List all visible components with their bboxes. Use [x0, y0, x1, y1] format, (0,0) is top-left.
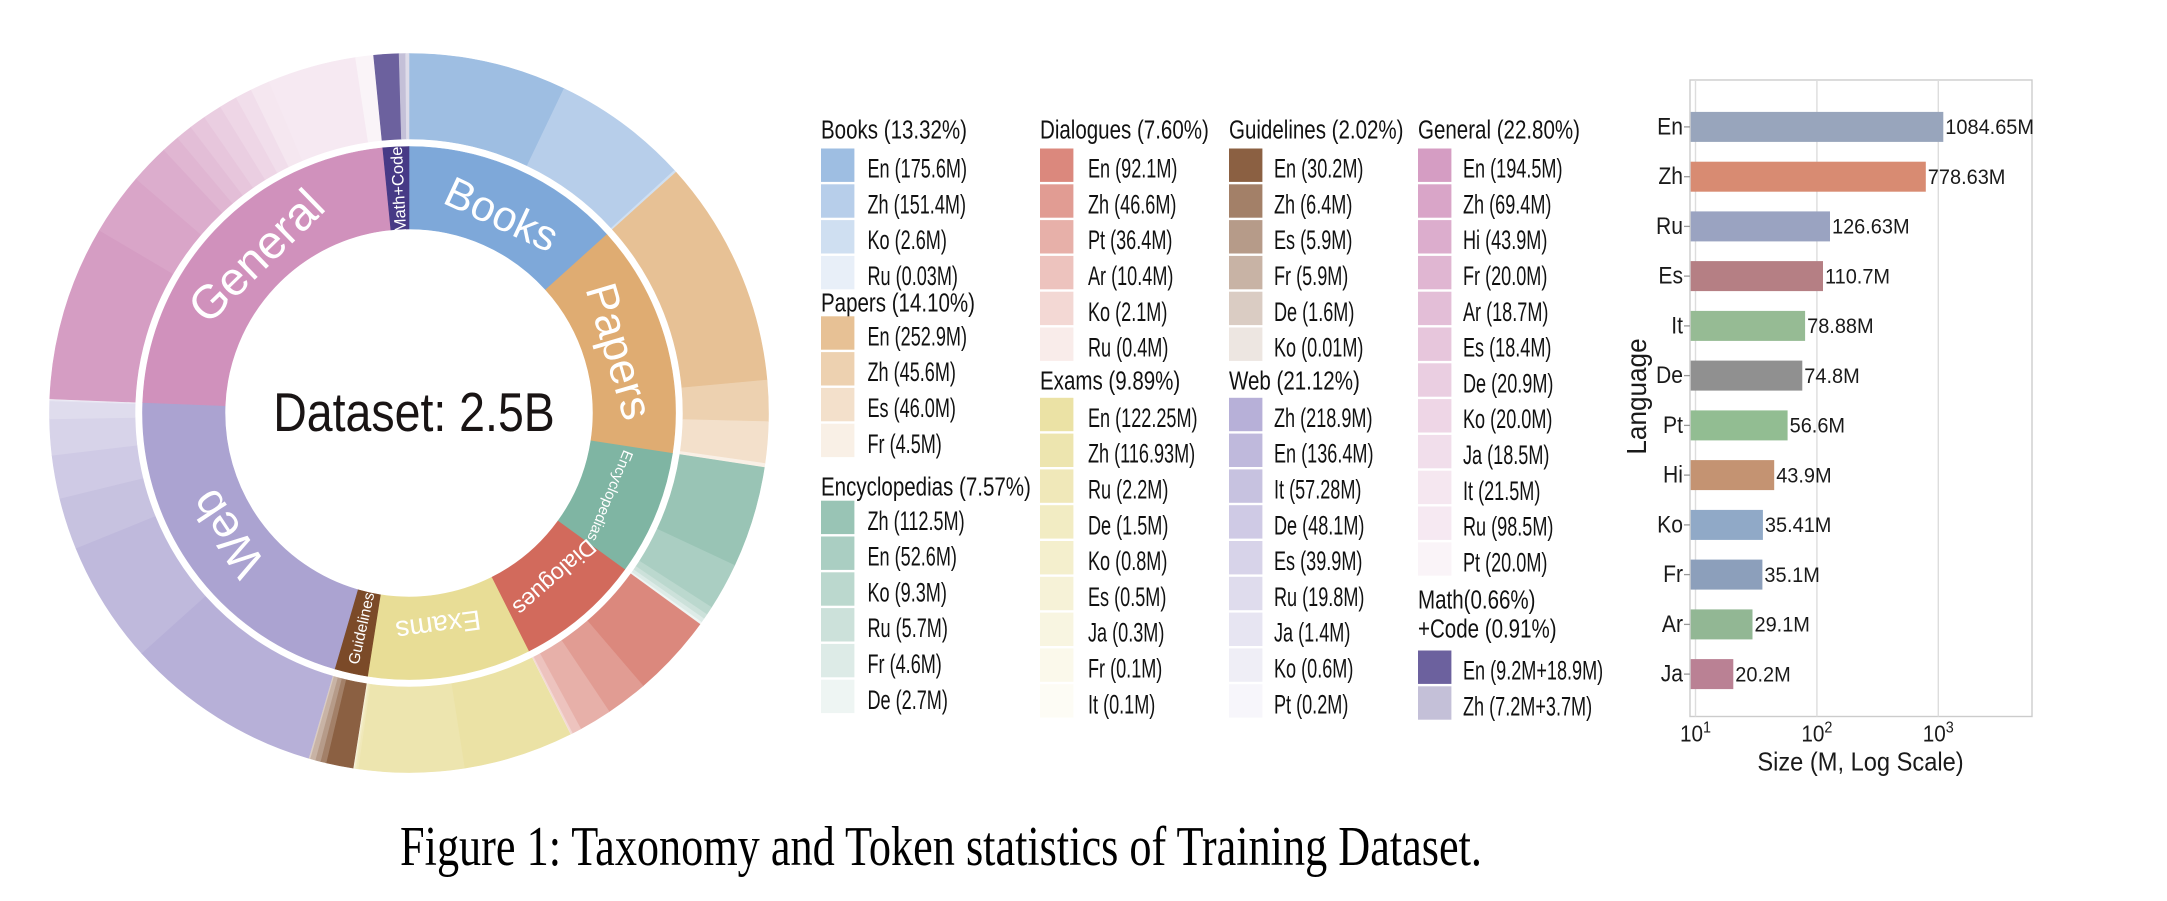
svg-text:En (122.25M): En (122.25M)	[1088, 402, 1198, 433]
svg-text:Fr (5.9M): Fr (5.9M)	[1274, 260, 1348, 291]
svg-text:35.41M: 35.41M	[1765, 514, 1832, 538]
svg-text:29.1M: 29.1M	[1755, 613, 1810, 637]
svg-text:110.7M: 110.7M	[1825, 265, 1890, 289]
svg-text:Books (13.32%): Books (13.32%)	[821, 115, 967, 144]
svg-text:Hi (43.9M): Hi (43.9M)	[1463, 225, 1547, 256]
svg-text:It (21.5M): It (21.5M)	[1463, 475, 1540, 506]
svg-text:Math(0.66%): Math(0.66%)	[1418, 585, 1535, 614]
svg-text:Ja (0.3M): Ja (0.3M)	[1088, 617, 1164, 648]
svg-text:It: It	[1671, 312, 1683, 339]
svg-text:De (20.9M): De (20.9M)	[1463, 368, 1553, 399]
svg-text:Ru (0.03M): Ru (0.03M)	[868, 260, 958, 291]
svg-text:Fr (0.1M): Fr (0.1M)	[1088, 653, 1162, 684]
svg-text:Ru (98.5M): Ru (98.5M)	[1463, 511, 1553, 542]
svg-text:De (1.6M): De (1.6M)	[1274, 296, 1354, 327]
svg-text:Ru (19.8M): Ru (19.8M)	[1274, 581, 1364, 612]
svg-text:Guidelines (2.02%): Guidelines (2.02%)	[1229, 115, 1404, 144]
svg-text:Ko (0.8M): Ko (0.8M)	[1088, 545, 1167, 576]
svg-text:Ko (2.1M): Ko (2.1M)	[1088, 296, 1167, 327]
svg-text:Figure 1: Taxonomy and Token s: Figure 1: Taxonomy and Token statistics …	[400, 815, 1482, 877]
svg-text:Zh (112.5M): Zh (112.5M)	[868, 505, 965, 536]
svg-text:Ko (9.3M): Ko (9.3M)	[868, 577, 947, 608]
svg-text:De: De	[1656, 362, 1683, 389]
svg-text:43.9M: 43.9M	[1776, 464, 1831, 488]
svg-text:En: En	[1657, 113, 1683, 140]
svg-text:Es: Es	[1658, 262, 1683, 289]
svg-text:Ja: Ja	[1661, 660, 1684, 687]
svg-text:Pt (20.0M): Pt (20.0M)	[1463, 547, 1547, 578]
svg-text:Fr (20.0M): Fr (20.0M)	[1463, 260, 1547, 291]
svg-text:En (194.5M): En (194.5M)	[1463, 153, 1562, 184]
svg-text:Ru (2.2M): Ru (2.2M)	[1088, 474, 1168, 505]
svg-text:En (30.2M): En (30.2M)	[1274, 153, 1363, 184]
svg-text:Size (M, Log Scale): Size (M, Log Scale)	[1757, 749, 1963, 777]
svg-text:General (22.80%): General (22.80%)	[1418, 115, 1580, 144]
svg-text:Ar (18.7M): Ar (18.7M)	[1463, 296, 1548, 327]
svg-text:Fr: Fr	[1663, 561, 1683, 588]
svg-text:+Code (0.91%): +Code (0.91%)	[1418, 614, 1557, 643]
svg-text:56.6M: 56.6M	[1790, 414, 1845, 438]
svg-text:It (0.1M): It (0.1M)	[1088, 689, 1155, 720]
svg-text:Dialogues (7.60%): Dialogues (7.60%)	[1040, 115, 1209, 144]
svg-text:Zh (46.6M): Zh (46.6M)	[1088, 189, 1176, 220]
svg-text:Zh: Zh	[1658, 163, 1683, 190]
svg-text:En (52.6M): En (52.6M)	[868, 541, 957, 572]
svg-text:De (2.7M): De (2.7M)	[868, 684, 948, 715]
svg-text:De (48.1M): De (48.1M)	[1274, 510, 1364, 541]
svg-text:Ko: Ko	[1657, 511, 1683, 538]
svg-text:35.1M: 35.1M	[1764, 563, 1819, 587]
svg-text:1084.65M: 1084.65M	[1945, 116, 2034, 140]
svg-text:En (9.2M+18.9M): En (9.2M+18.9M)	[1463, 655, 1603, 686]
svg-text:Ar (10.4M): Ar (10.4M)	[1088, 260, 1173, 291]
svg-text:Es (0.5M): Es (0.5M)	[1088, 581, 1166, 612]
svg-text:Ja (1.4M): Ja (1.4M)	[1274, 617, 1350, 648]
svg-text:En (252.9M): En (252.9M)	[868, 321, 967, 352]
svg-text:Language: Language	[1621, 338, 1652, 454]
svg-text:Ko (2.6M): Ko (2.6M)	[868, 225, 947, 256]
svg-text:Ru (5.7M): Ru (5.7M)	[868, 613, 948, 644]
svg-text:Es (18.4M): Es (18.4M)	[1463, 332, 1551, 363]
svg-text:Hi: Hi	[1663, 461, 1683, 488]
svg-text:Encyclopedias (7.57%): Encyclopedias (7.57%)	[821, 472, 1031, 501]
svg-text:Fr (4.5M): Fr (4.5M)	[868, 428, 942, 459]
svg-text:78.88M: 78.88M	[1807, 315, 1874, 339]
svg-text:En (136.4M): En (136.4M)	[1274, 438, 1373, 469]
svg-text:Ja (18.5M): Ja (18.5M)	[1463, 439, 1549, 470]
svg-text:Zh (69.4M): Zh (69.4M)	[1463, 189, 1551, 220]
svg-text:Es (46.0M): Es (46.0M)	[868, 392, 956, 423]
svg-text:Zh (151.4M): Zh (151.4M)	[868, 189, 966, 220]
svg-text:Web (21.12%): Web (21.12%)	[1229, 366, 1360, 395]
svg-text:Ko (0.01M): Ko (0.01M)	[1274, 332, 1363, 363]
svg-text:778.63M: 778.63M	[1928, 165, 2006, 189]
svg-text:Dataset: 2.5B: Dataset: 2.5B	[273, 381, 555, 443]
svg-text:Zh (116.93M): Zh (116.93M)	[1088, 438, 1195, 469]
svg-text:It (57.28M): It (57.28M)	[1274, 474, 1361, 505]
svg-text:Fr (4.6M): Fr (4.6M)	[868, 648, 942, 679]
svg-text:Zh (7.2M+3.7M): Zh (7.2M+3.7M)	[1463, 691, 1592, 722]
svg-text:Ru (0.4M): Ru (0.4M)	[1088, 332, 1168, 363]
svg-text:Zh (45.6M): Zh (45.6M)	[868, 357, 956, 388]
svg-text:20.2M: 20.2M	[1735, 663, 1790, 687]
svg-text:74.8M: 74.8M	[1804, 364, 1859, 388]
svg-text:Ar: Ar	[1662, 611, 1684, 638]
svg-text:Exams (9.89%): Exams (9.89%)	[1040, 366, 1180, 395]
svg-text:Ru: Ru	[1656, 213, 1683, 240]
svg-text:Es (39.9M): Es (39.9M)	[1274, 545, 1362, 576]
svg-text:Es (5.9M): Es (5.9M)	[1274, 225, 1352, 256]
svg-text:Pt (0.2M): Pt (0.2M)	[1274, 689, 1348, 720]
svg-text:De (1.5M): De (1.5M)	[1088, 510, 1168, 541]
svg-text:Zh (6.4M): Zh (6.4M)	[1274, 189, 1352, 220]
svg-text:Pt (36.4M): Pt (36.4M)	[1088, 225, 1172, 256]
svg-text:Ko (20.0M): Ko (20.0M)	[1463, 404, 1552, 435]
svg-text:En (175.6M): En (175.6M)	[868, 153, 967, 184]
svg-text:Ko (0.6M): Ko (0.6M)	[1274, 653, 1353, 684]
svg-text:Papers (14.10%): Papers (14.10%)	[821, 288, 975, 317]
svg-text:Pt: Pt	[1663, 412, 1684, 439]
svg-text:Zh (218.9M): Zh (218.9M)	[1274, 402, 1372, 433]
svg-text:En (92.1M): En (92.1M)	[1088, 153, 1177, 184]
svg-text:126.63M: 126.63M	[1832, 215, 1910, 239]
svg-text:Math+Code: Math+Code	[388, 146, 410, 233]
